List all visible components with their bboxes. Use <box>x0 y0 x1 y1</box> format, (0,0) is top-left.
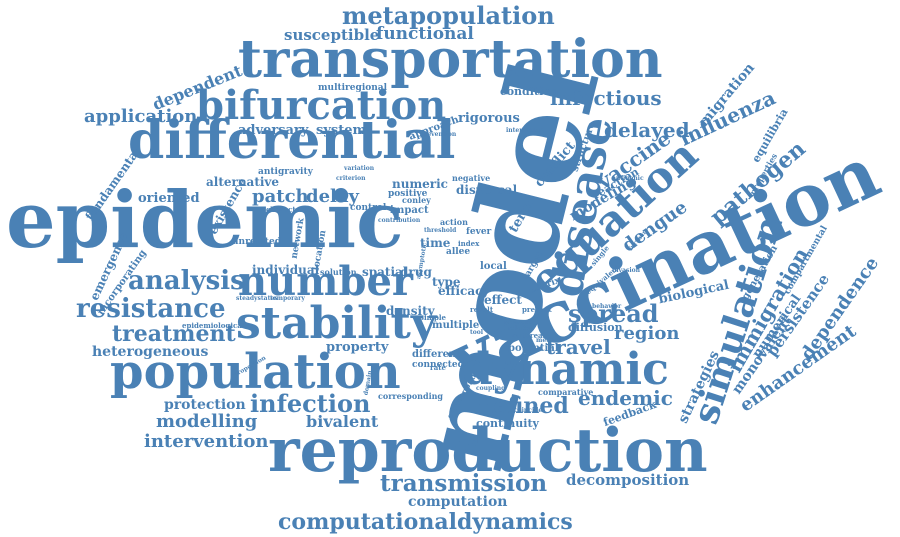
word-protection: protection <box>164 397 246 413</box>
word-bivalent: bivalent <box>306 412 379 431</box>
word-measure: measure <box>504 319 533 326</box>
word-effect: effect <box>484 293 522 307</box>
word-negative: negative <box>452 173 491 183</box>
word-density: density <box>386 304 435 318</box>
word-adversary: adversary <box>238 123 309 138</box>
word-type: type <box>432 275 461 289</box>
word-computationaldynamics: computationaldynamics <box>278 509 573 535</box>
word-action: action <box>440 217 468 227</box>
word-system: system <box>316 123 367 138</box>
word-bifurcation: bifurcation <box>196 82 447 129</box>
word-alternative: alternative <box>206 175 280 189</box>
word-antigenic: antigenic <box>612 175 644 182</box>
word-infection: infection <box>250 389 371 418</box>
word-efficacy: efficacy <box>438 284 490 298</box>
word-behavior: behavior <box>592 303 622 310</box>
word-comparative: comparative <box>538 387 594 397</box>
word-dynamic: dynamic <box>462 344 669 395</box>
word-variation: variation <box>344 165 375 172</box>
word-impact: impact <box>390 205 429 216</box>
word-defined: defined <box>478 393 569 419</box>
word-tool: tool <box>470 329 484 336</box>
word-dispersal: dispersal <box>456 183 518 197</box>
word-index: index <box>458 239 480 248</box>
word-prevention: prevention <box>420 131 457 138</box>
word-computation: computation <box>408 494 508 510</box>
word-numeric: numeric <box>392 177 448 191</box>
word-contribution: contribution <box>378 217 421 224</box>
word-temporary: temporary <box>270 295 305 302</box>
word-potential: potential <box>508 343 559 354</box>
word-drug: drug <box>400 265 432 279</box>
word-criterion: criterion <box>336 175 366 182</box>
word-coincide: coincide <box>514 407 543 414</box>
word-population: population <box>110 344 401 400</box>
word-analysis: analysis <box>128 266 245 296</box>
word-epidemiological: epidemiological <box>182 321 245 330</box>
word-individual: individual <box>252 263 320 277</box>
word-local: local <box>480 261 507 272</box>
word-continuity: continuity <box>476 417 539 430</box>
word-result: result <box>470 305 494 314</box>
word-spatial: spatial <box>362 265 408 279</box>
word-conley: conley <box>402 195 431 205</box>
word-present: present <box>522 305 552 314</box>
word-stability: stability <box>236 298 437 349</box>
word-epidemic: epidemic <box>6 175 404 266</box>
word-fever: fever <box>466 227 492 237</box>
word-modelling: modelling <box>156 411 258 432</box>
word-unrelated: unrelated <box>232 237 281 247</box>
word-simple: simple <box>420 313 447 322</box>
word-oriented: oriented <box>138 191 200 206</box>
word-coupling: coupling <box>476 385 506 392</box>
word-intervention: intervention <box>144 431 269 452</box>
word-delayed: delayed <box>604 118 690 142</box>
word-time: time <box>420 236 451 250</box>
word-different: different <box>412 349 461 360</box>
word-steadystates: steadystates <box>236 295 278 302</box>
word-property: property <box>326 340 389 355</box>
word-transportation: transportation <box>238 29 663 90</box>
word-reproduction: reproduction <box>268 416 708 486</box>
word-solution: solution <box>320 267 357 277</box>
word-related: related <box>508 325 532 332</box>
word-endemic: endemic <box>578 386 673 410</box>
word-metapopulation: metapopulation <box>342 1 555 30</box>
word-application: application <box>84 106 198 127</box>
word-region: region <box>614 323 680 344</box>
word-threshold: threshold <box>424 227 457 234</box>
word-susceptible: susceptible <box>284 26 380 44</box>
word-functional: functional <box>376 24 474 44</box>
word-allee: allee <box>446 247 471 257</box>
word-positive: positive <box>388 189 428 199</box>
word-method: method <box>536 337 562 344</box>
word-rigorous: rigorous <box>458 111 520 126</box>
word-patch: patch <box>252 186 309 207</box>
word-outbreak: outbreak <box>512 331 548 340</box>
word-interaction: interaction <box>506 127 544 134</box>
word-control: control <box>350 203 387 213</box>
word-rate: rate <box>430 363 446 372</box>
word-treatment: treatment <box>112 321 236 347</box>
word-delay: delay <box>306 186 359 207</box>
word-invasion: invasion <box>612 267 641 274</box>
word-infectious: infectious <box>550 86 662 110</box>
word-diffusion: diffusion <box>568 321 623 334</box>
word-spread: spread <box>568 299 659 328</box>
word-corresponding: corresponding <box>378 391 444 401</box>
word-condition: condition <box>500 85 559 98</box>
word-multiregional: multiregional <box>318 83 388 93</box>
word-differential: differential <box>128 110 456 171</box>
word-multiple: multiple <box>432 320 480 331</box>
word-characterize: characterize <box>266 205 315 214</box>
word-antigravity: antigravity <box>258 167 313 177</box>
word-heterogeneous: heterogeneous <box>92 344 209 360</box>
word-decomposition: decomposition <box>566 471 690 489</box>
word-number: number <box>238 258 413 305</box>
word-resistance: resistance <box>76 294 226 324</box>
word-transmission: transmission <box>380 470 548 497</box>
word-connected: connected <box>412 360 464 370</box>
word-travel: travel <box>546 335 611 359</box>
